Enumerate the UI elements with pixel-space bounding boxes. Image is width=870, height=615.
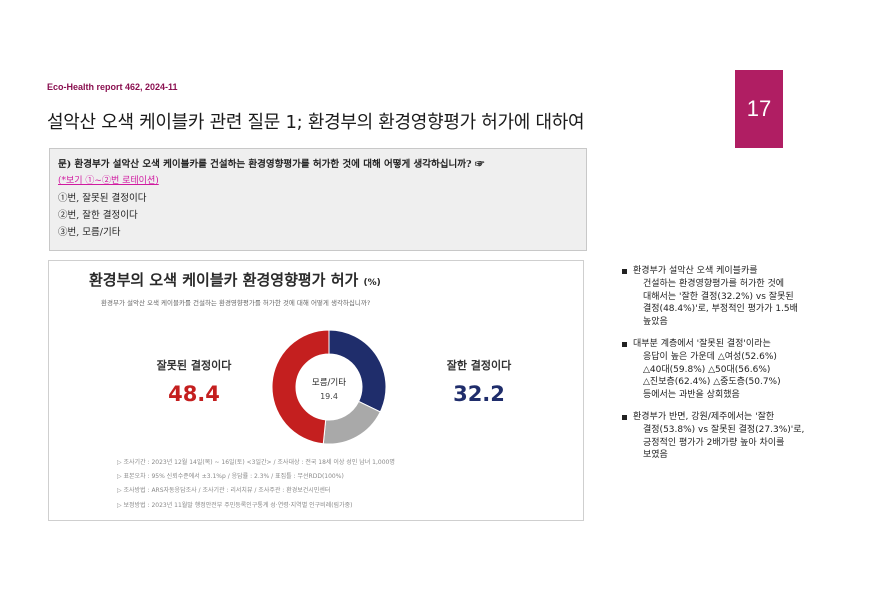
donut-slice-3 xyxy=(271,329,330,445)
right-decision-label: 잘한 결정이다 xyxy=(446,359,512,372)
bullet-line: 응답이 높은 가운데 △여성(52.6%) xyxy=(643,351,777,362)
survey-note: ▷ 조사기간 : 2023년 12월 14일(목) ~ 16일(토) <3일간>… xyxy=(117,459,395,466)
bullet-line: 결정(53.8%) vs 잘못된 결정(27.3%)'로, xyxy=(643,424,805,435)
chart-title-text: 환경부의 오색 케이블카 환경영향평가 허가 xyxy=(89,271,359,289)
chart-subtitle: 환경부가 설악산 오색 케이블카를 건설하는 환경영향평가를 허가한 것에 대해… xyxy=(101,299,371,307)
bullet-line: 대부분 계층에서 '잘못된 결정'이라는 xyxy=(633,338,771,349)
wrong-decision-value: 48.4 xyxy=(168,382,220,406)
page-number: 17 xyxy=(746,96,772,121)
chart-title: 환경부의 오색 케이블카 환경영향평가 허가 (%) xyxy=(89,269,381,290)
summary-bullet: 환경부가 반면, 강원/제주에서는 '잘한 결정(53.8%) vs 잘못된 결… xyxy=(622,411,832,462)
donut-slice-2 xyxy=(322,400,381,445)
bullet-line: 대해서는 '잘한 결정(32.2%) vs 잘못된 xyxy=(643,291,794,302)
chart-unit: (%) xyxy=(363,278,381,288)
survey-notes: ▷ 조사기간 : 2023년 12월 14일(목) ~ 16일(토) <3일간>… xyxy=(117,456,395,513)
chart-card: 환경부의 오색 케이블카 환경영향평가 허가 (%) 환경부가 설악산 오색 케… xyxy=(48,260,584,521)
right-decision-value: 32.2 xyxy=(453,382,505,406)
bullet-line: 환경부가 설악산 오색 케이블카를 xyxy=(633,266,758,276)
survey-note: ▷ 조사방법 : ARS자동응답조사 / 조사기관 : 리서치뷰 / 조사주관 … xyxy=(117,487,331,495)
page-number-badge: 17 xyxy=(735,70,783,148)
bullet-line: △40대(59.8%) △50대(56.6%) xyxy=(643,364,771,375)
unknown-value: 19.4 xyxy=(320,392,338,401)
bullet-square-icon xyxy=(622,341,627,347)
question-box: 문) 환경부가 설악산 오색 케이블카를 건설하는 환경영향평가를 허가한 것에… xyxy=(49,148,587,251)
option-1: ①번, 잘못된 결정이다 xyxy=(58,193,147,204)
wrong-decision-label: 잘못된 결정이다 xyxy=(156,359,232,372)
summary-bullets: 환경부가 설악산 오색 케이블카를 건설하는 환경영향평가를 허가한 것에 대해… xyxy=(622,265,832,471)
bullet-line: 건설하는 환경영향평가를 허가한 것에 xyxy=(643,278,785,289)
bullet-line: 결정(48.4%)'로, 부정적인 평가가 1.5배 xyxy=(643,304,798,315)
bullet-square-icon xyxy=(622,269,627,274)
donut-slice-1 xyxy=(328,329,387,413)
summary-bullet: 환경부가 설악산 오색 케이블카를 건설하는 환경영향평가를 허가한 것에 대해… xyxy=(622,265,832,329)
bullet-line: △진보층(62.4%) △중도층(50.7%) xyxy=(643,377,781,388)
bullet-line: 등에서는 과반을 상회했음 xyxy=(643,390,740,401)
bullet-square-icon xyxy=(622,414,627,420)
survey-note: ▷ 보정방법 : 2023년 11월말 행정안전부 주민등록인구통계 성·연령·… xyxy=(117,501,353,509)
question-text: 문) 환경부가 설악산 오색 케이블카를 건설하는 환경영향평가를 허가한 것에… xyxy=(58,159,485,170)
bullet-line: 긍정적인 평가가 2배가량 높아 차이를 xyxy=(643,437,785,448)
page-title: 설악산 오색 케이블카 관련 질문 1; 환경부의 환경영향평가 허가에 대하여 xyxy=(47,112,585,133)
summary-bullet: 대부분 계층에서 '잘못된 결정'이라는 응답이 높은 가운데 △여성(52.6… xyxy=(622,338,832,402)
unknown-label: 모름/기타 xyxy=(311,378,347,388)
report-label: Eco-Health report 462, 2024-11 xyxy=(47,82,178,92)
rotation-note: (*보기 ①~②번 로테이션) xyxy=(58,176,159,186)
survey-note: ▷ 표본오차 : 95% 신뢰수준에서 ±3.1%p / 응답률 : 2.3% … xyxy=(117,473,344,481)
bullet-line: 보였음 xyxy=(643,450,668,461)
donut-chart xyxy=(271,329,387,445)
option-3: ③번, 모름/기타 xyxy=(58,227,121,238)
bullet-line: 높았음 xyxy=(643,317,668,328)
option-2: ②번, 잘한 결정이다 xyxy=(58,210,138,221)
bullet-line: 환경부가 반면, 강원/제주에서는 '잘한 xyxy=(633,411,775,422)
